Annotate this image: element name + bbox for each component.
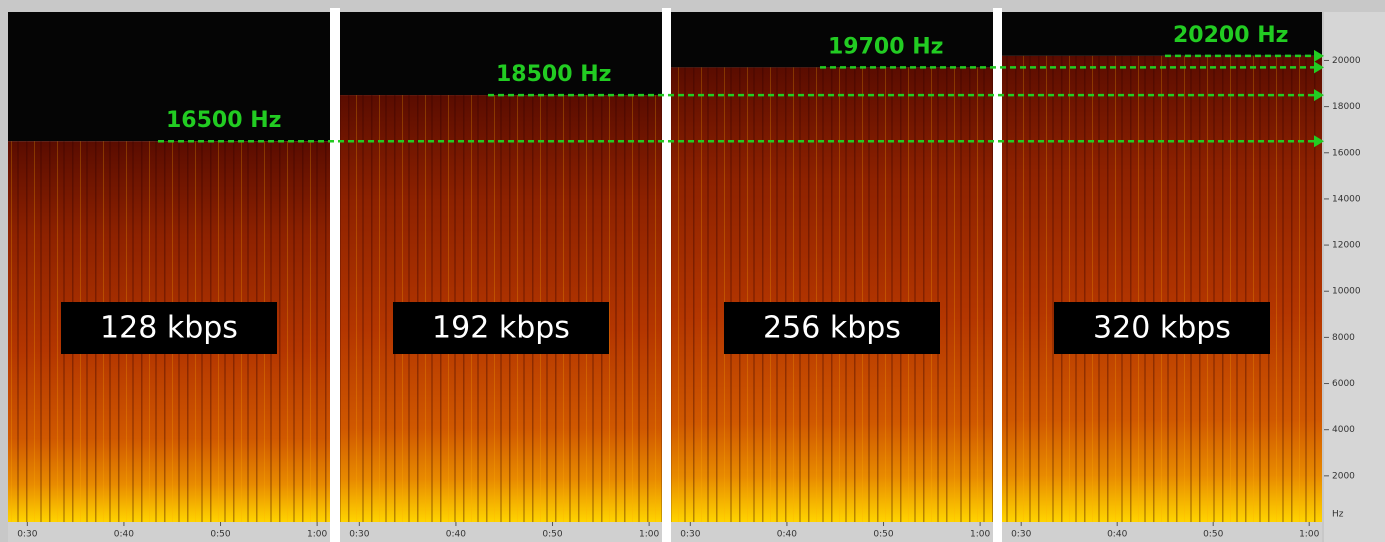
x-tick-label: 0:40: [1107, 530, 1127, 540]
spectrum-texture: [671, 67, 993, 522]
cutoff-label: 18500 Hz: [496, 62, 611, 87]
y-tick-label: 4000: [1332, 425, 1355, 435]
y-tick-label: 12000: [1332, 241, 1361, 251]
x-tick-label: 0:50: [873, 530, 893, 540]
panel-separator: [662, 8, 671, 542]
y-tick-label: 2000: [1332, 471, 1355, 481]
y-tick-label: 6000: [1332, 379, 1355, 389]
x-tick-label: 0:50: [542, 530, 562, 540]
spectrogram-figure: 0:30 0:40 0:50 1:00 128 kbps 0:30 0:40 0:50 1:00…: [0, 0, 1385, 542]
bitrate-label: 128 kbps: [100, 311, 238, 346]
bitrate-label: 320 kbps: [1093, 311, 1231, 346]
x-tick-label: 0:30: [680, 530, 700, 540]
x-tick-label: 0:50: [1203, 530, 1223, 540]
spectrum-texture: [1002, 56, 1322, 522]
x-tick-label: 0:40: [777, 530, 797, 540]
y-tick-label: 18000: [1332, 102, 1361, 112]
y-tick-label: 8000: [1332, 333, 1355, 343]
time-axis: [1002, 522, 1322, 542]
bitrate-label: 256 kbps: [763, 311, 901, 346]
cutoff-label: 20200 Hz: [1173, 23, 1288, 48]
x-tick-label: 1:00: [970, 530, 990, 540]
time-axis: [8, 522, 330, 542]
y-tick-label: 10000: [1332, 287, 1361, 297]
y-tick-label: 16000: [1332, 148, 1361, 158]
bitrate-label: 192 kbps: [432, 311, 570, 346]
cutoff-label: 19700 Hz: [828, 34, 943, 59]
x-tick-label: 1:00: [639, 530, 659, 540]
time-axis: [671, 522, 993, 542]
time-axis: [340, 522, 662, 542]
x-tick-label: 1:00: [1299, 530, 1319, 540]
x-tick-label: 0:50: [210, 530, 230, 540]
panel-separator: [330, 8, 340, 542]
panel-separator: [993, 8, 1002, 542]
x-tick-label: 0:40: [446, 530, 466, 540]
frequency-axis-panel: [1324, 12, 1385, 542]
x-tick-label: 0:30: [1011, 530, 1031, 540]
y-tick-label: 20000: [1332, 56, 1361, 66]
x-tick-label: 1:00: [307, 530, 327, 540]
cutoff-label: 16500 Hz: [166, 108, 281, 133]
x-tick-label: 0:40: [114, 530, 134, 540]
x-tick-label: 0:30: [17, 530, 37, 540]
x-tick-label: 0:30: [349, 530, 369, 540]
y-tick-label: 14000: [1332, 194, 1361, 204]
y-axis-label: Hz: [1332, 510, 1344, 520]
